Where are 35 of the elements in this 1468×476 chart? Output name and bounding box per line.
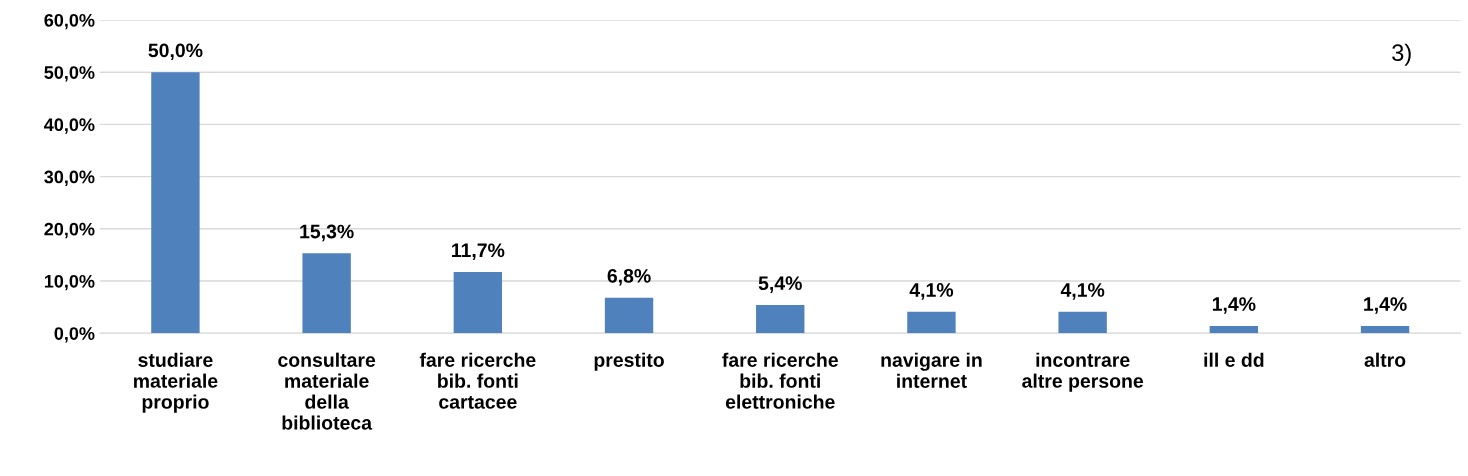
y-tick-label: 50,0% bbox=[44, 66, 95, 82]
bar bbox=[1209, 325, 1259, 334]
data-label: 5,4% bbox=[758, 276, 802, 293]
y-tick-label: 30,0% bbox=[44, 170, 95, 186]
data-label: 1,4% bbox=[1364, 297, 1407, 314]
y-tick-label: 60,0% bbox=[44, 13, 95, 30]
x-tick-label: navigare in internet bbox=[881, 352, 982, 388]
data-label: 11,7% bbox=[452, 243, 505, 260]
x-tick-label: incontrare altre persone bbox=[1022, 352, 1144, 392]
x-tick-label: ill e dd bbox=[1204, 352, 1264, 367]
x-tick-label: prestito bbox=[594, 352, 664, 371]
y-tick-label: 20,0% bbox=[44, 222, 95, 239]
bar bbox=[907, 311, 956, 334]
y-tick-label: 40,0% bbox=[44, 118, 95, 134]
bar bbox=[1360, 325, 1410, 334]
x-tick-label: fare ricerche bib. fonti cartacee bbox=[419, 352, 536, 409]
bar bbox=[1058, 311, 1107, 334]
bar bbox=[453, 272, 503, 334]
annotation: 3) bbox=[1392, 43, 1411, 66]
bar bbox=[756, 305, 805, 334]
x-tick-label: fare ricerche bib. fonti elettroniche bbox=[722, 352, 838, 409]
bar bbox=[604, 297, 654, 334]
x-tick-label: studiare materiale proprio bbox=[134, 352, 218, 413]
x-tick-label: altro bbox=[1364, 352, 1406, 367]
y-tick-label: 10,0% bbox=[44, 274, 95, 291]
data-label: 4,1% bbox=[1060, 283, 1105, 300]
x-tick-label: consultare materiale della biblioteca bbox=[278, 352, 376, 430]
data-label: 4,1% bbox=[909, 283, 954, 300]
data-label: 50,0% bbox=[148, 43, 203, 61]
data-label: 1,4% bbox=[1212, 297, 1256, 314]
y-tick-label: 0,0% bbox=[54, 327, 95, 343]
bar bbox=[151, 72, 200, 334]
bar bbox=[302, 253, 351, 334]
data-label: 6,8% bbox=[607, 268, 651, 286]
data-label: 15,3% bbox=[300, 224, 354, 242]
